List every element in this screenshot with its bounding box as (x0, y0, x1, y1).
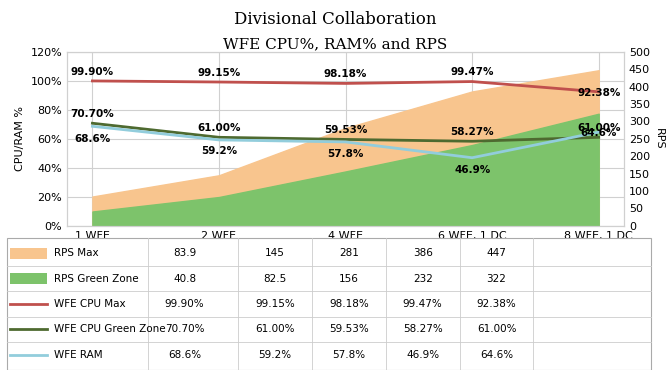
Text: RPS Green Zone: RPS Green Zone (54, 273, 138, 284)
Text: 70.70%: 70.70% (165, 324, 204, 334)
Text: 99.90%: 99.90% (164, 299, 205, 309)
Text: 98.18%: 98.18% (329, 299, 369, 309)
Text: 68.6%: 68.6% (168, 350, 201, 360)
Text: WFE CPU%, RAM% and RPS: WFE CPU%, RAM% and RPS (223, 37, 448, 51)
Text: 59.2%: 59.2% (258, 350, 292, 360)
Text: 281: 281 (339, 248, 359, 258)
Text: 99.47%: 99.47% (403, 299, 443, 309)
Text: 156: 156 (339, 273, 359, 284)
Text: 57.8%: 57.8% (332, 350, 366, 360)
Text: 40.8: 40.8 (173, 273, 196, 284)
Text: 70.70%: 70.70% (70, 109, 114, 119)
Text: 68.6%: 68.6% (74, 134, 111, 144)
Text: 98.18%: 98.18% (324, 69, 367, 79)
Text: 58.27%: 58.27% (403, 324, 443, 334)
Text: 99.90%: 99.90% (71, 67, 114, 77)
Text: 61.00%: 61.00% (477, 324, 516, 334)
Text: 447: 447 (486, 248, 507, 258)
Text: 61.00%: 61.00% (577, 123, 621, 133)
Text: 46.9%: 46.9% (406, 350, 440, 360)
Text: 83.9: 83.9 (173, 248, 196, 258)
Text: 61.00%: 61.00% (197, 123, 241, 133)
Text: WFE CPU Green Zone: WFE CPU Green Zone (54, 324, 165, 334)
Text: 99.15%: 99.15% (197, 68, 241, 78)
Text: 145: 145 (265, 248, 285, 258)
Text: 61.00%: 61.00% (256, 324, 295, 334)
Text: 82.5: 82.5 (264, 273, 287, 284)
Text: 322: 322 (486, 273, 507, 284)
FancyBboxPatch shape (7, 238, 651, 370)
Text: WFE RAM: WFE RAM (54, 350, 102, 360)
Y-axis label: CPU/RAM %: CPU/RAM % (15, 106, 25, 171)
Text: Divisional Collaboration: Divisional Collaboration (234, 11, 437, 28)
Text: 92.38%: 92.38% (577, 88, 621, 98)
Text: 64.6%: 64.6% (580, 128, 617, 138)
Text: RPS Max: RPS Max (54, 248, 99, 258)
Text: 46.9%: 46.9% (454, 165, 491, 175)
Text: 59.53%: 59.53% (324, 125, 367, 135)
Text: 57.8%: 57.8% (327, 149, 364, 159)
Text: 59.2%: 59.2% (201, 146, 237, 156)
Text: 386: 386 (413, 248, 433, 258)
Text: WFE CPU Max: WFE CPU Max (54, 299, 125, 309)
Text: 232: 232 (413, 273, 433, 284)
Text: 58.27%: 58.27% (450, 127, 494, 137)
FancyBboxPatch shape (10, 273, 47, 284)
Text: 64.6%: 64.6% (480, 350, 513, 360)
Y-axis label: RPS: RPS (654, 128, 664, 149)
Text: 99.47%: 99.47% (450, 67, 494, 77)
Text: 99.15%: 99.15% (255, 299, 295, 309)
Text: 59.53%: 59.53% (329, 324, 369, 334)
FancyBboxPatch shape (10, 248, 47, 259)
Text: 92.38%: 92.38% (476, 299, 517, 309)
